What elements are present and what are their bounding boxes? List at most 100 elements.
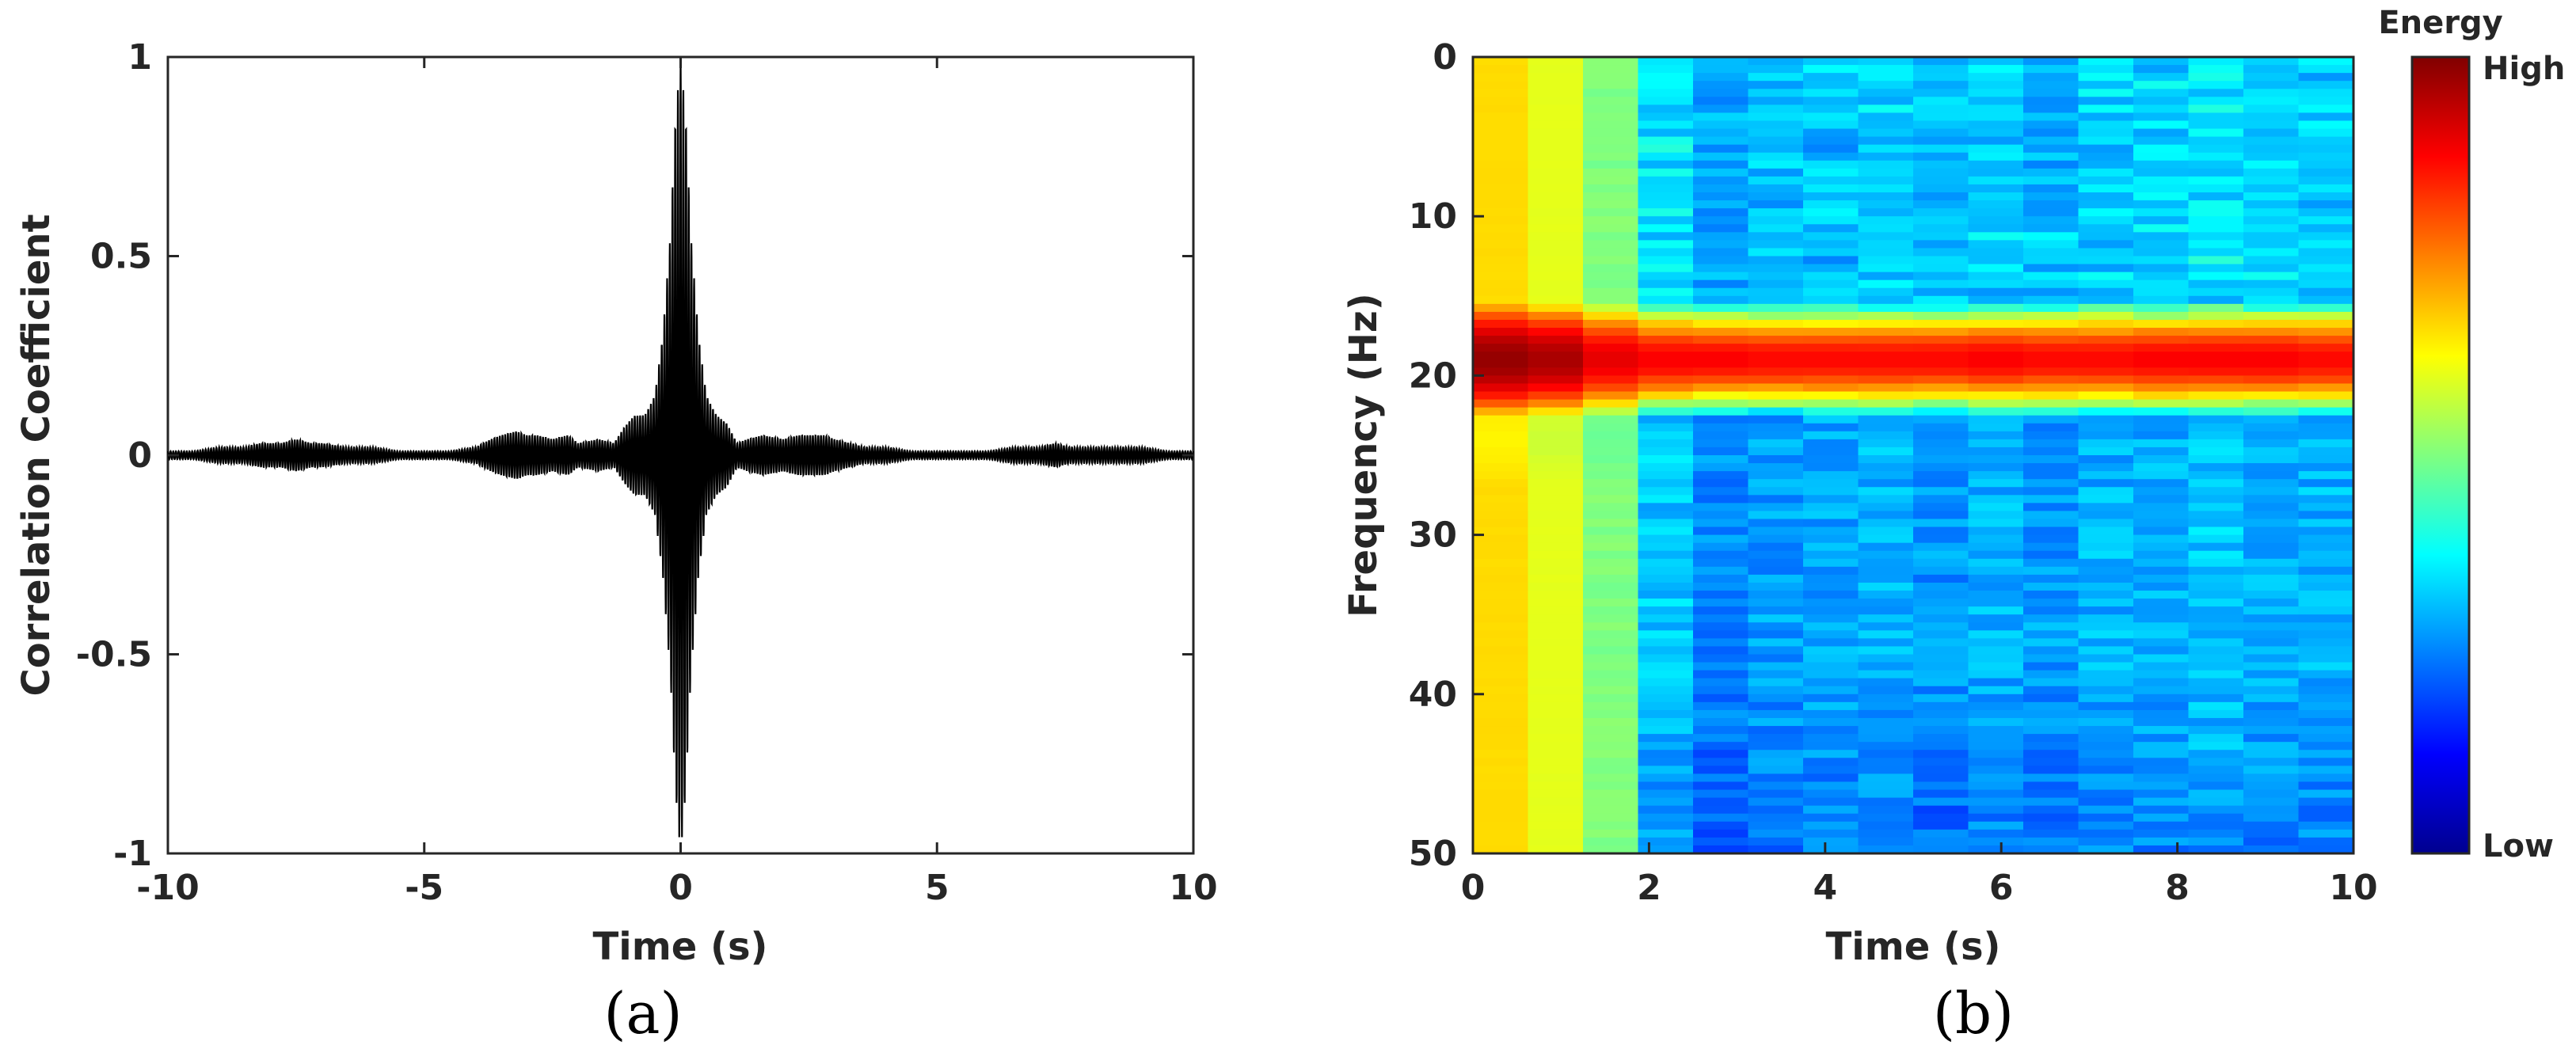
heatmap-cell	[2133, 821, 2190, 830]
heatmap-cell	[1473, 200, 1529, 209]
heatmap-cell	[1693, 192, 1749, 201]
heatmap-cell	[1858, 542, 1914, 552]
heatmap-cell	[1638, 256, 1694, 265]
heatmap-cell	[1858, 766, 1914, 775]
heatmap-cell	[2078, 176, 2134, 185]
heatmap-cell	[1693, 423, 1749, 432]
heatmap-cell	[2078, 813, 2134, 823]
heatmap-cell	[2188, 758, 2244, 767]
heatmap-cell	[1858, 797, 1914, 807]
heatmap-cell	[2298, 319, 2353, 329]
heatmap-cell	[1473, 789, 1529, 799]
heatmap-cell	[1473, 383, 1529, 393]
heatmap-cell	[2023, 694, 2079, 703]
heatmap-cell	[1858, 232, 1914, 241]
heatmap-cell	[2078, 73, 2134, 82]
heatmap-cell	[1693, 352, 1749, 361]
heatmap-cell	[1748, 391, 1804, 401]
heatmap-cell	[1528, 542, 1584, 552]
heatmap-cell	[1858, 136, 1914, 146]
heatmap-cell	[2298, 526, 2353, 536]
heatmap-cell	[2023, 168, 2079, 177]
heatmap-cell	[2298, 805, 2353, 815]
heatmap-cell	[2023, 471, 2079, 480]
heatmap-cell	[1528, 694, 1584, 703]
heatmap-cell	[1913, 367, 1969, 377]
heatmap-cell	[1858, 216, 1914, 226]
heatmap-cell	[1803, 104, 1859, 114]
heatmap-cell	[2078, 128, 2134, 138]
heatmap-cell	[1528, 630, 1584, 640]
heatmap-cell	[1803, 81, 1859, 90]
heatmap-cell	[1913, 264, 1969, 273]
heatmap-cell	[2188, 662, 2244, 671]
heatmap-cell	[1968, 192, 2024, 201]
heatmap-cell	[1968, 742, 2024, 751]
heatmap-cell	[1693, 208, 1749, 217]
heatmap-cell	[2133, 750, 2190, 759]
heatmap-cell	[2078, 591, 2134, 599]
heatmap-cell	[2298, 622, 2353, 632]
heatmap-cell	[2023, 446, 2079, 456]
heatmap-cell	[1693, 670, 1749, 679]
heatmap-cell	[2023, 439, 2079, 448]
heatmap-cell	[1913, 805, 1969, 815]
heatmap-cell	[2298, 216, 2353, 226]
heatmap-cell	[2298, 717, 2353, 727]
heatmap-cell	[1693, 128, 1749, 138]
heatmap-cell	[1473, 168, 1529, 177]
heatmap-cell	[2078, 750, 2134, 759]
panel-b-x-tick-label: 6	[1989, 868, 2014, 908]
heatmap-cell	[1803, 303, 1859, 313]
heatmap-cell	[2188, 295, 2244, 305]
heatmap-cell	[1473, 550, 1529, 560]
heatmap-cell	[1748, 184, 1804, 193]
heatmap-cell	[1858, 152, 1914, 162]
heatmap-cell	[1638, 463, 1694, 472]
heatmap-cell	[1528, 431, 1584, 440]
heatmap-cell	[2298, 813, 2353, 823]
heatmap-cell	[2298, 192, 2353, 201]
heatmap-cell	[1968, 97, 2024, 106]
heatmap-cell	[2243, 694, 2300, 703]
heatmap-cell	[1858, 112, 1914, 122]
heatmap-cell	[1583, 446, 1639, 456]
heatmap-cell	[1693, 646, 1749, 656]
heatmap-cell	[2243, 742, 2300, 751]
heatmap-cell	[1528, 303, 1584, 313]
heatmap-cell	[2243, 57, 2300, 66]
heatmap-cell	[1968, 328, 2024, 336]
heatmap-cell	[1528, 574, 1584, 583]
heatmap-cell	[1913, 630, 1969, 640]
panel-b-y-tick-label: 40	[1409, 674, 1457, 715]
heatmap-cell	[2078, 375, 2134, 385]
heatmap-cell	[1528, 582, 1584, 591]
heatmap-cell	[2133, 57, 2190, 66]
heatmap-cell	[1638, 136, 1694, 146]
heatmap-cell	[1473, 646, 1529, 656]
heatmap-cell	[1473, 455, 1529, 464]
heatmap-cell	[1528, 701, 1584, 711]
heatmap-cell	[2188, 57, 2244, 66]
heatmap-cell	[1638, 240, 1694, 249]
heatmap-cell	[1858, 526, 1914, 536]
heatmap-cell	[2298, 638, 2353, 648]
heatmap-cell	[1858, 295, 1914, 305]
heatmap-cell	[1693, 359, 1749, 369]
heatmap-cell	[2188, 606, 2244, 615]
heatmap-cell	[1858, 686, 1914, 695]
heatmap-cell	[1968, 614, 2024, 624]
heatmap-cell	[1968, 344, 2024, 353]
heatmap-cell	[1693, 813, 1749, 823]
heatmap-cell	[1968, 359, 2024, 369]
heatmap-cell	[1638, 845, 1694, 853]
heatmap-cell	[2243, 295, 2300, 305]
heatmap-cell	[1748, 781, 1804, 791]
heatmap-cell	[1803, 519, 1859, 528]
heatmap-cell	[2078, 821, 2134, 830]
heatmap-cell	[2298, 821, 2353, 830]
heatmap-cell	[2133, 328, 2190, 336]
heatmap-cell	[2298, 654, 2353, 663]
heatmap-cell	[2133, 534, 2190, 544]
heatmap-cell	[1528, 495, 1584, 504]
